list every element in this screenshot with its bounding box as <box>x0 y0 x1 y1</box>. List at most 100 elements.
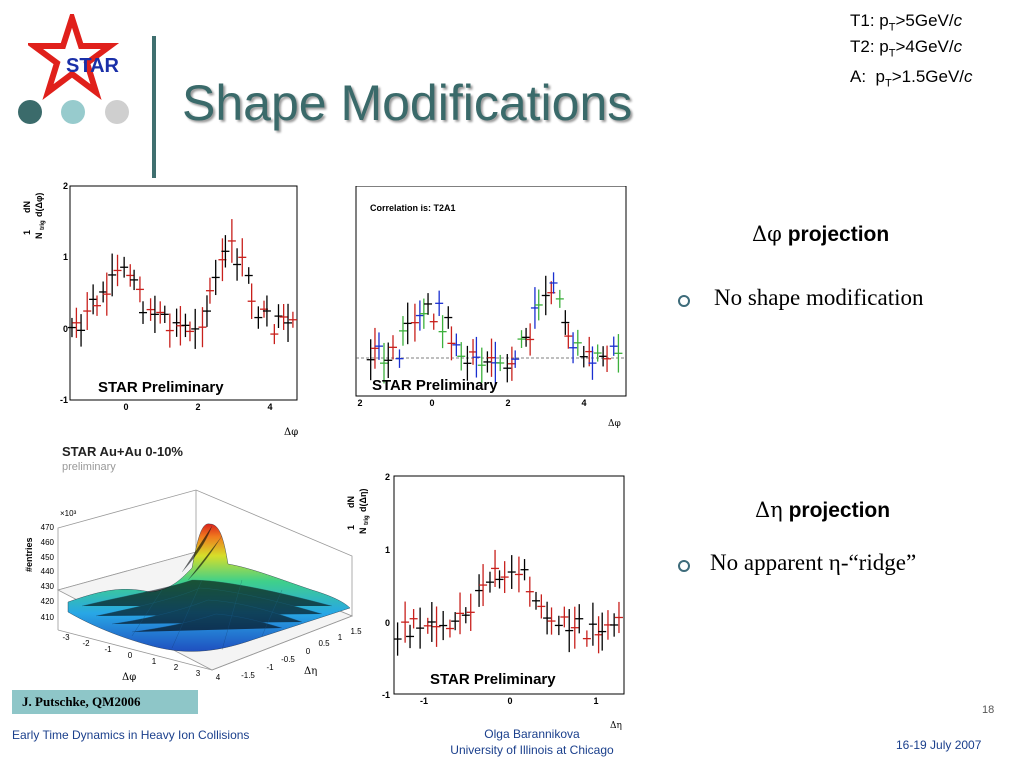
svg-text:0: 0 <box>507 696 512 706</box>
trigger-legend: T1: pT>5GeV/c T2: pT>4GeV/c A: pT>1.5GeV… <box>850 12 973 92</box>
header-dot-2 <box>61 100 85 124</box>
watermark: STAR Preliminary <box>372 377 498 394</box>
inner-title: Correlation is: T2A1 <box>370 203 456 213</box>
trigger-legend-item: A: pT>1.5GeV/c <box>850 67 973 90</box>
svg-text:3: 3 <box>196 669 201 678</box>
deta-projection-heading: Δη projection <box>755 498 891 522</box>
plot-frame <box>393 475 625 695</box>
svg-text:-1.5: -1.5 <box>241 671 255 680</box>
xaxis-label: Δφ <box>608 419 621 429</box>
trigger-legend-item: T1: pT>5GeV/c <box>850 11 963 34</box>
page-number: 18 <box>982 704 995 716</box>
svg-text:1: 1 <box>346 525 356 530</box>
data-points <box>393 549 623 656</box>
plot-frame <box>69 185 298 401</box>
deta-bullet-text: No apparent η-“ridge” <box>710 550 917 575</box>
svg-text:dN: dN <box>346 496 356 508</box>
svg-text:N: N <box>358 528 368 535</box>
footer-institution: University of Illinois at Chicago <box>450 743 614 757</box>
zaxis-label: #entries <box>24 537 34 572</box>
dphi-left-plot: 1 N trig dN d(Δφ) 2 1 0 -1 0 2 4 Δφ STAR… <box>22 181 298 438</box>
page-title: Shape Modifications <box>182 75 633 131</box>
svg-text:0: 0 <box>385 618 390 628</box>
eta-axis-label: Δη <box>304 666 317 677</box>
svg-text:2: 2 <box>195 402 200 412</box>
svg-text:1: 1 <box>338 633 343 642</box>
dphi-bullet-text: No shape modification <box>714 285 924 310</box>
svg-text:440: 440 <box>41 567 55 576</box>
ytick-labels: 2 1 0 -1 <box>382 472 390 700</box>
plot-title: STAR Au+Au 0-10% <box>62 444 183 459</box>
header-dot-3 <box>105 100 129 124</box>
svg-text:450: 450 <box>41 553 55 562</box>
svg-text:1: 1 <box>22 230 32 235</box>
svg-text:0: 0 <box>123 402 128 412</box>
svg-text:430: 430 <box>41 582 55 591</box>
svg-text:0: 0 <box>128 651 133 660</box>
header-divider <box>152 36 156 178</box>
surface <box>67 523 351 652</box>
footer-left: Early Time Dynamics in Heavy Ion Collisi… <box>12 728 250 742</box>
footer-center: Olga Barannikova University of Illinois … <box>432 726 632 758</box>
phi-ticks: -3 -2 -1 0 1 2 3 4 <box>62 633 220 682</box>
svg-text:4: 4 <box>216 673 221 682</box>
star-logo: STAR <box>28 14 120 100</box>
z-multiplier: ×10³ <box>60 509 77 518</box>
reference-box: J. Putschke, QM2006 <box>12 690 198 714</box>
bullet-icon <box>678 560 690 572</box>
svg-text:0: 0 <box>63 324 68 334</box>
svg-text:trig: trig <box>40 220 46 230</box>
svg-text:d(Δη): d(Δη) <box>358 489 368 512</box>
svg-text:0.5: 0.5 <box>318 639 330 648</box>
footer-date: 16-19 July 2007 <box>896 738 982 752</box>
data-points <box>67 219 297 349</box>
ylabel-group: 1 N trig dN d(Δφ) <box>22 193 46 239</box>
svg-text:0: 0 <box>306 647 311 656</box>
star-logo-text: STAR <box>66 55 120 77</box>
xaxis-label: Δφ <box>284 427 298 438</box>
xtick-labels: 2 0 2 4 <box>357 398 586 408</box>
svg-text:1: 1 <box>385 545 390 555</box>
svg-text:dN: dN <box>22 201 32 213</box>
plot-frame <box>355 186 627 397</box>
ylabel-group: 1 N trig dN d(Δη) <box>346 489 370 534</box>
svg-text:1.5: 1.5 <box>350 627 362 636</box>
svg-text:420: 420 <box>41 597 55 606</box>
svg-text:-1: -1 <box>420 696 428 706</box>
data-points <box>366 272 623 384</box>
svg-text:2: 2 <box>357 398 362 408</box>
xtick-labels: -1 0 1 <box>420 696 599 706</box>
svg-text:460: 460 <box>41 538 55 547</box>
phi-axis-label: Δφ <box>122 672 136 683</box>
deta-plot: 1 N trig dN d(Δη) 2 1 0 -1 -1 0 1 Δη STA… <box>346 472 625 731</box>
ytick-labels: 2 1 0 -1 <box>60 181 68 405</box>
svg-text:N: N <box>34 233 44 240</box>
surface-3d-plot: STAR Au+Au 0-10% preliminary ×10³ #entri… <box>24 444 362 683</box>
svg-text:2: 2 <box>63 181 68 191</box>
svg-text:-2: -2 <box>82 639 90 648</box>
svg-text:-1: -1 <box>60 395 68 405</box>
svg-text:2: 2 <box>385 472 390 482</box>
dphi-right-plot: Correlation is: T2A1 2 0 2 4 Δφ STAR Pre… <box>355 186 627 429</box>
svg-text:2: 2 <box>505 398 510 408</box>
svg-text:1: 1 <box>152 657 157 666</box>
svg-text:-1: -1 <box>382 690 390 700</box>
header-dot-1 <box>18 100 42 124</box>
footer-author: Olga Barannikova <box>484 727 580 741</box>
svg-text:2: 2 <box>174 663 179 672</box>
svg-text:4: 4 <box>581 398 586 408</box>
bullet-icon <box>678 295 690 307</box>
svg-text:1: 1 <box>63 252 68 262</box>
plot-subtitle: preliminary <box>62 461 116 473</box>
svg-text:410: 410 <box>41 613 55 622</box>
zticks: 470 460 450 440 430 420 410 <box>41 523 55 622</box>
trigger-legend-item: T2: pT>4GeV/c <box>850 37 963 60</box>
svg-text:-1: -1 <box>266 663 274 672</box>
svg-text:-1: -1 <box>104 645 112 654</box>
dphi-projection-heading: Δφ projection <box>752 222 890 246</box>
svg-text:d(Δφ): d(Δφ) <box>34 193 44 217</box>
svg-text:trig: trig <box>364 515 370 525</box>
svg-text:0: 0 <box>429 398 434 408</box>
svg-text:470: 470 <box>41 523 55 532</box>
svg-text:4: 4 <box>267 402 272 412</box>
